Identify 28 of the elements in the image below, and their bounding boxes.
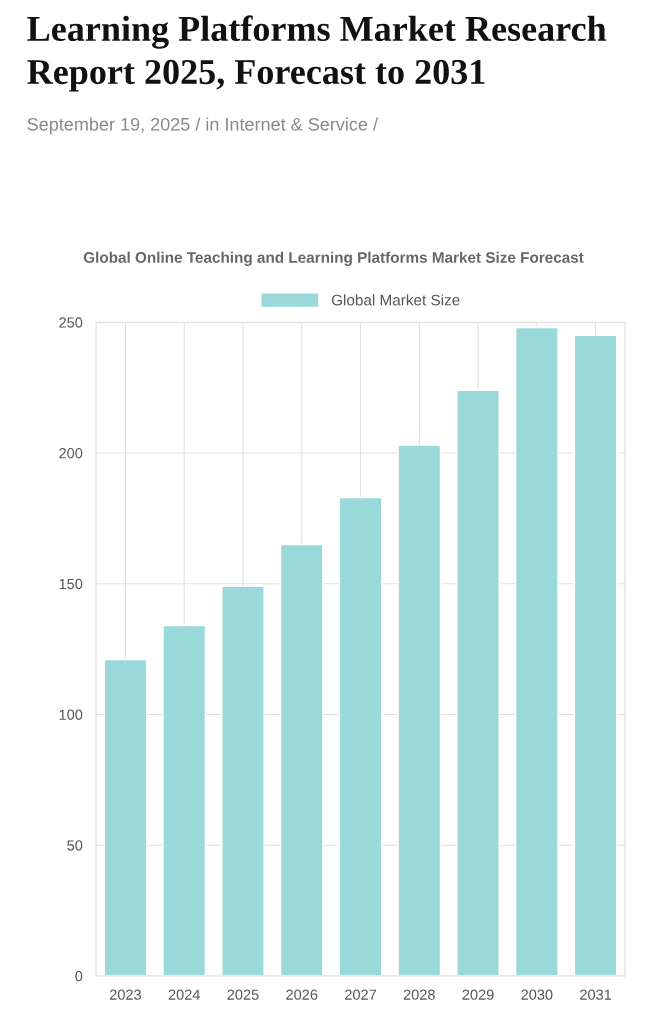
bar — [221, 585, 265, 976]
x-tick-label: 2027 — [345, 989, 376, 1000]
x-tick-label: 2031 — [580, 989, 612, 1000]
text: Global Online Teaching and Learning Platforms Market Size Forecast — [83, 251, 584, 266]
chart-title: Learning Platforms Market Research Report 2025, Forecast to 2031 — [27, 15, 607, 92]
bar — [162, 624, 207, 976]
chart-subtitle: September 19, 2025 / in Internet & Service / — [27, 117, 378, 135]
bar — [103, 658, 148, 976]
bar — [456, 389, 500, 976]
y-tick-label: 0 — [75, 971, 83, 982]
y-tick-label: 250 — [59, 317, 83, 328]
x-tick-label: 2025 — [227, 989, 259, 1000]
bar — [397, 444, 442, 976]
x-tick-label: 2026 — [286, 989, 318, 1000]
bar — [338, 496, 383, 976]
legend-label: Global Market Size — [331, 294, 460, 306]
bar — [279, 543, 324, 976]
x-tick-label: 2028 — [403, 989, 435, 1000]
x-tick-label: 2024 — [168, 989, 200, 1000]
y-tick-label: 50 — [67, 840, 83, 851]
y-tick-label: 200 — [59, 448, 83, 459]
y-tick-label: 150 — [59, 578, 83, 590]
x-tick-label: 2030 — [521, 989, 553, 1000]
x-tick-label: 2023 — [109, 989, 142, 1000]
bar — [573, 334, 618, 976]
bar — [514, 326, 559, 976]
x-tick-label: 2029 — [462, 989, 494, 1000]
y-tick-label: 100 — [59, 709, 83, 720]
